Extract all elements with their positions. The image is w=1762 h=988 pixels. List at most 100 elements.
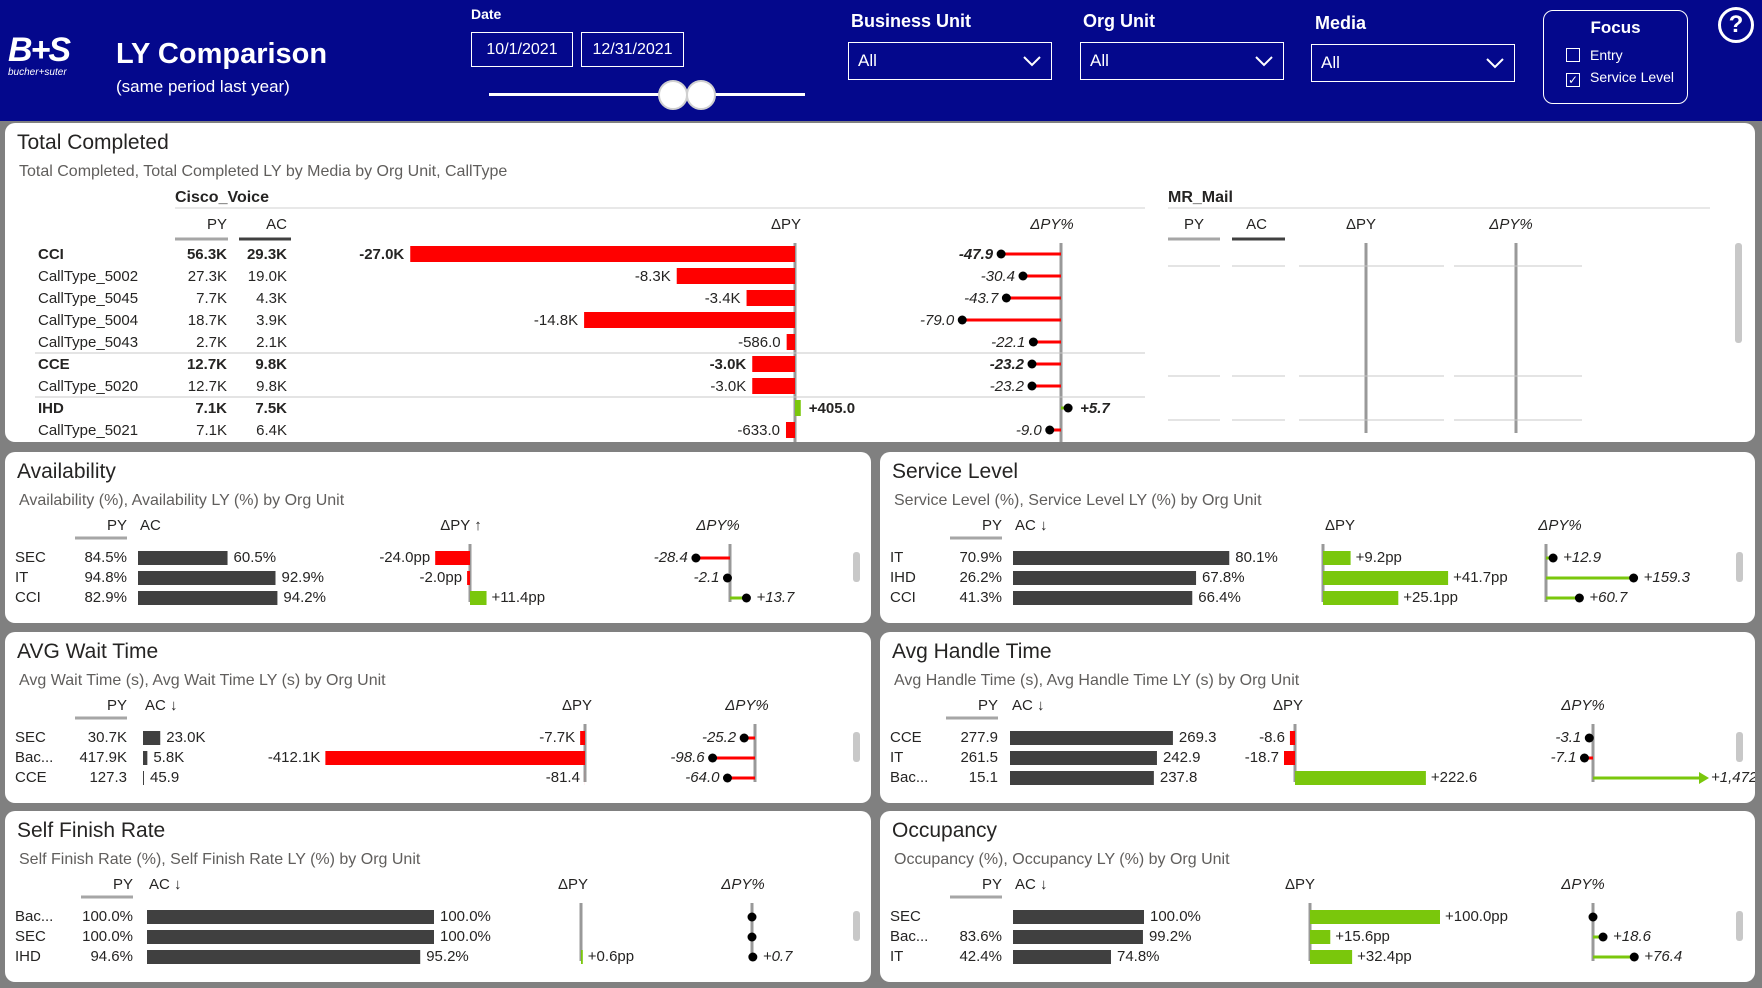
py-value: 27.3K (188, 268, 227, 285)
dpy-value: +0.6pp (588, 948, 634, 965)
business-unit-dropdown[interactable]: All (848, 42, 1052, 80)
ac-value: 9.8K (256, 378, 287, 395)
dpy-percent-value: -79.0 (920, 312, 955, 329)
media-value: All (1321, 53, 1340, 72)
dpy-percent-header: ΔPY% (1488, 216, 1532, 233)
date-start-input[interactable]: 10/1/2021 (471, 32, 573, 67)
scrollbar[interactable] (1735, 243, 1742, 343)
media-dropdown[interactable]: All (1311, 44, 1515, 82)
dpy-percent-value: -9.0 (1016, 422, 1043, 439)
checkbox-icon[interactable] (1566, 48, 1580, 62)
scrollbar[interactable] (853, 911, 860, 941)
scrollbar[interactable] (1736, 732, 1743, 762)
focus-option-service-level-label: Service Level (1590, 69, 1675, 85)
dpy-percent-header: ΔPY% (695, 517, 739, 534)
focus-option-entry-label: Entry (1590, 47, 1623, 63)
ac-value: 7.5K (255, 400, 287, 417)
dpy-percent-value: -47.9 (959, 246, 994, 263)
scrollbar[interactable] (1736, 911, 1743, 941)
ac-value: 5.8K (153, 749, 184, 766)
date-slider-end-handle[interactable] (686, 80, 716, 110)
dpy-percent-value: +1,472.7 (1711, 769, 1755, 786)
dpy-value: +15.6pp (1335, 928, 1390, 945)
dpy-value: -3.4K (705, 290, 741, 307)
dpy-percent-header: ΔPY% (720, 876, 764, 893)
py-value: 82.9% (84, 589, 127, 606)
self-finish-rate-chart: PY AC ↓ ΔPY ΔPY% Bac... 100.0% 100.0% SEC 100.0%… (15, 876, 793, 965)
date-slider-start-handle[interactable] (658, 80, 688, 110)
panel-availability: Availability Availability (%), Availabil… (5, 452, 871, 623)
ac-value: 237.8 (1160, 769, 1198, 786)
dpy-percent-value: -3.1 (1555, 729, 1581, 746)
py-value: 41.3% (959, 589, 1002, 606)
dpy-header: ΔPY (771, 216, 801, 233)
date-slider-track[interactable] (489, 93, 805, 96)
row-label: Bac... (15, 908, 53, 925)
row-label: CCI (38, 246, 64, 263)
dpy-percent-dot (1027, 381, 1037, 391)
row-label: CallType_5021 (38, 422, 138, 439)
checkbox-checked-icon[interactable]: ✓ (1566, 73, 1580, 87)
service-level-chart: PY AC ↓ ΔPY ΔPY% IT 70.9% 80.1% +9.2pp +12.9 IHD 2… (890, 517, 1691, 606)
ac-value: 4.3K (256, 290, 287, 307)
scrollbar[interactable] (853, 732, 860, 762)
dpy-percent-value: -22.1 (991, 334, 1025, 351)
ac-bar (1013, 591, 1193, 605)
dpy-value: +100.0pp (1445, 908, 1508, 925)
focus-option-entry[interactable]: Entry (1566, 47, 1623, 63)
ac-value: 29.3K (247, 246, 287, 263)
row-label: CallType_5002 (38, 268, 138, 285)
dpy-bar (795, 400, 801, 416)
dpy-percent-header: ΔPY% (1537, 517, 1581, 534)
py-value: 100.0% (82, 928, 133, 945)
py-value: 30.7K (88, 729, 127, 746)
dpy-value: +25.1pp (1403, 589, 1458, 606)
ac-value: 95.2% (426, 948, 469, 965)
avg-wait-time-chart: PY AC ↓ ΔPY ΔPY% SEC 30.7K 23.0K -7.7K -25.2 Bac.… (15, 697, 769, 786)
focus-label: Focus (1590, 18, 1641, 37)
ac-bar (1013, 950, 1111, 964)
dpy-bar (1323, 551, 1351, 565)
py-value: 15.1 (969, 769, 998, 786)
dpy-value: -24.0pp (379, 549, 430, 566)
focus-option-service-level[interactable]: ✓ Service Level (1566, 69, 1674, 87)
py-value: 7.1K (196, 422, 227, 439)
row-label: Bac... (890, 769, 928, 786)
business-unit-value: All (858, 51, 877, 70)
py-header: PY (113, 876, 133, 893)
group-header-cisco-voice: Cisco_Voice (175, 189, 269, 206)
py-value: 100.0% (82, 908, 133, 925)
dpy-percent-value: -23.2 (990, 378, 1025, 395)
dpy-percent-value: +60.7 (1589, 589, 1628, 606)
panel-avg-handle-time: Avg Handle Time Avg Handle Time (s), Avg… (880, 632, 1755, 803)
dpy-percent-dot (1063, 403, 1073, 413)
dpy-percent-value: -43.7 (964, 290, 999, 307)
dpy-percent-value: +12.9 (1563, 549, 1602, 566)
py-value: 84.5% (84, 549, 127, 566)
ac-value: 67.8% (1202, 569, 1245, 586)
scrollbar[interactable] (853, 552, 860, 582)
ac-bar (138, 571, 276, 585)
ac-header: AC ↓ (145, 697, 178, 714)
dpy-bar (1310, 950, 1353, 964)
org-unit-dropdown[interactable]: All (1080, 42, 1284, 80)
row-label: IHD (38, 400, 64, 417)
py-value: 26.2% (959, 569, 1002, 586)
dpy-value: -27.0K (359, 246, 404, 263)
dpy-bar (410, 246, 795, 262)
dpy-header: ΔPY (1346, 216, 1376, 233)
dpy-percent-header: ΔPY% (724, 697, 768, 714)
scrollbar[interactable] (1736, 552, 1743, 582)
dpy-value: -8.6 (1259, 729, 1285, 746)
ac-bar (147, 910, 434, 924)
dpy-percent-dot (747, 912, 757, 922)
py-header: PY (107, 517, 127, 534)
dpy-percent-dot (1548, 553, 1558, 563)
help-icon[interactable]: ? (1718, 7, 1754, 43)
focus-slicer: Focus Entry ✓ Service Level (1543, 10, 1688, 104)
chevron-down-icon (1255, 56, 1273, 67)
ac-header: AC ↓ (1015, 876, 1048, 893)
date-end-input[interactable]: 12/31/2021 (581, 32, 684, 67)
row-label: Bac... (890, 928, 928, 945)
row-label: IHD (15, 948, 41, 965)
